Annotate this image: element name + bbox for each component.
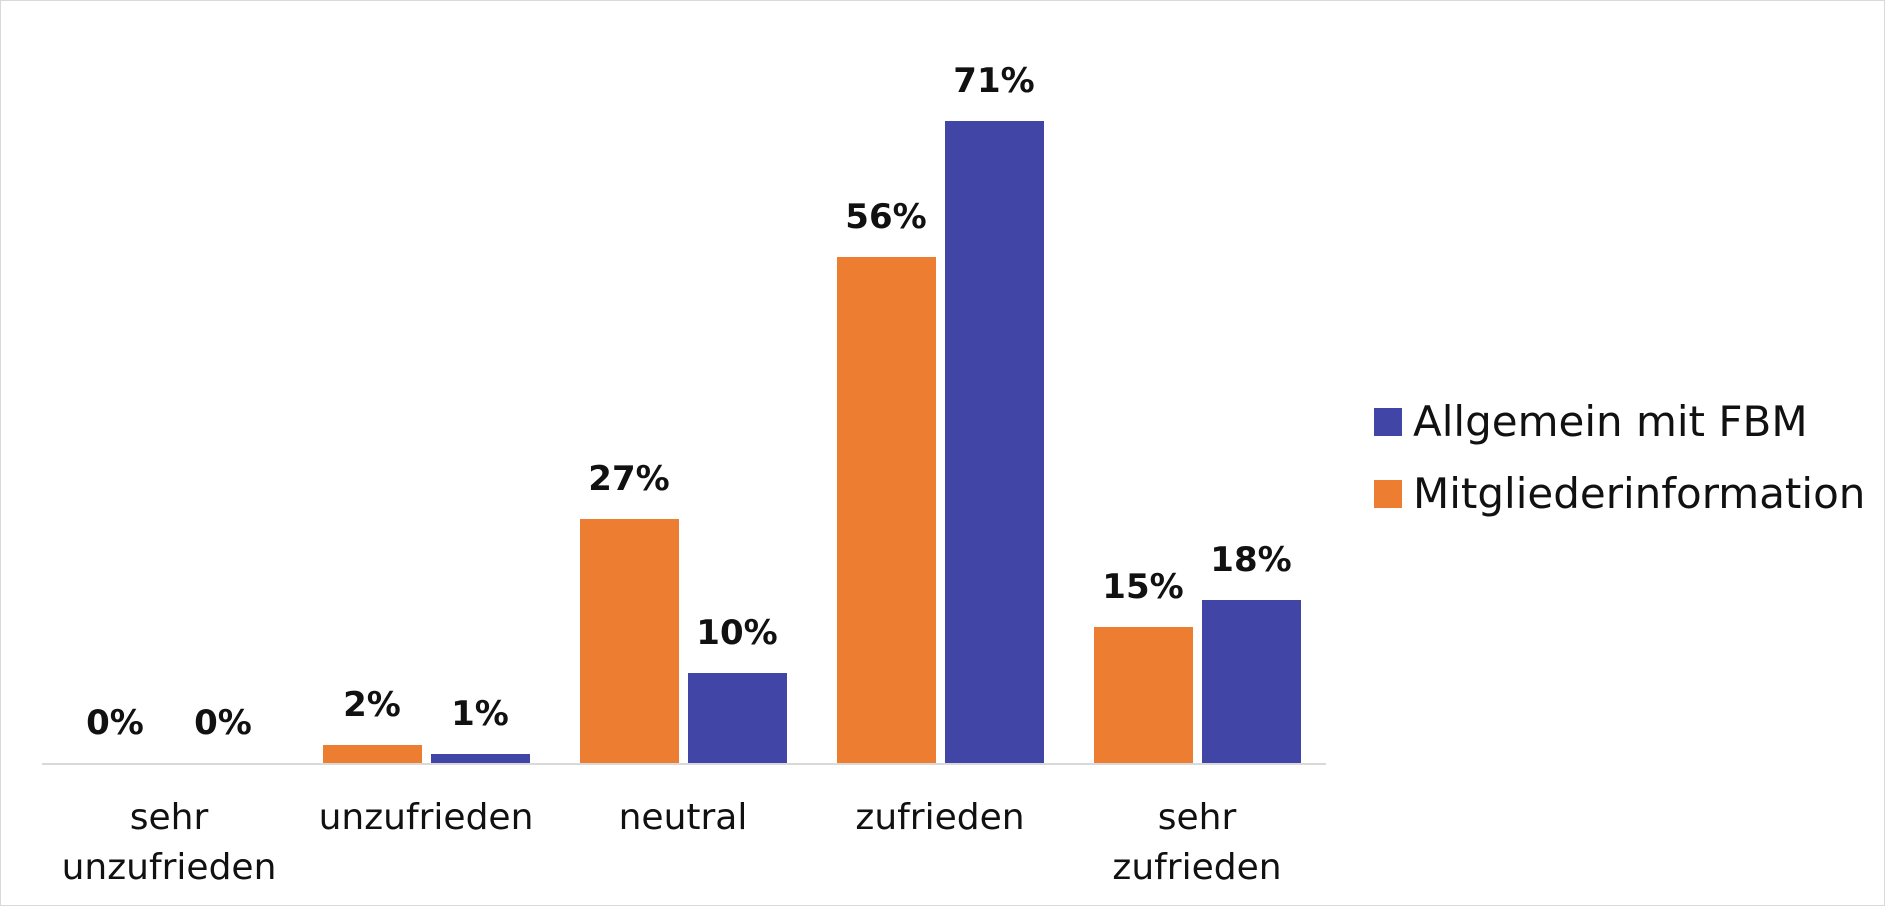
bar xyxy=(836,256,936,763)
legend-swatch xyxy=(1374,480,1402,508)
legend-label: Mitgliederinformation xyxy=(1413,469,1866,518)
data-label: 10% xyxy=(696,612,778,653)
bar xyxy=(579,518,679,763)
data-label: 2% xyxy=(343,684,401,725)
legend-swatch xyxy=(1374,408,1402,436)
data-label: 0% xyxy=(86,703,144,743)
x-tick-label: sehr zufrieden xyxy=(1112,797,1282,888)
x-tick-label: zufrieden xyxy=(855,797,1025,838)
data-label: 1% xyxy=(451,693,509,734)
x-tick-label: sehr unzufrieden xyxy=(61,797,277,888)
bar xyxy=(1201,600,1301,763)
x-tick-label: neutral xyxy=(618,797,748,838)
data-label: 0% xyxy=(194,703,252,743)
bar xyxy=(322,744,422,763)
data-label: 71% xyxy=(953,61,1035,101)
data-label: 15% xyxy=(1102,567,1184,608)
data-label: 18% xyxy=(1210,540,1292,581)
bar xyxy=(1093,627,1193,763)
data-label: 56% xyxy=(845,196,927,237)
data-label: 27% xyxy=(588,458,670,499)
bar xyxy=(687,672,787,763)
bar xyxy=(430,753,530,763)
baseline xyxy=(42,763,1326,765)
x-tick-label: unzufrieden xyxy=(318,797,534,838)
legend-label: Allgemein mit FBM xyxy=(1413,397,1808,446)
bar xyxy=(944,121,1044,763)
